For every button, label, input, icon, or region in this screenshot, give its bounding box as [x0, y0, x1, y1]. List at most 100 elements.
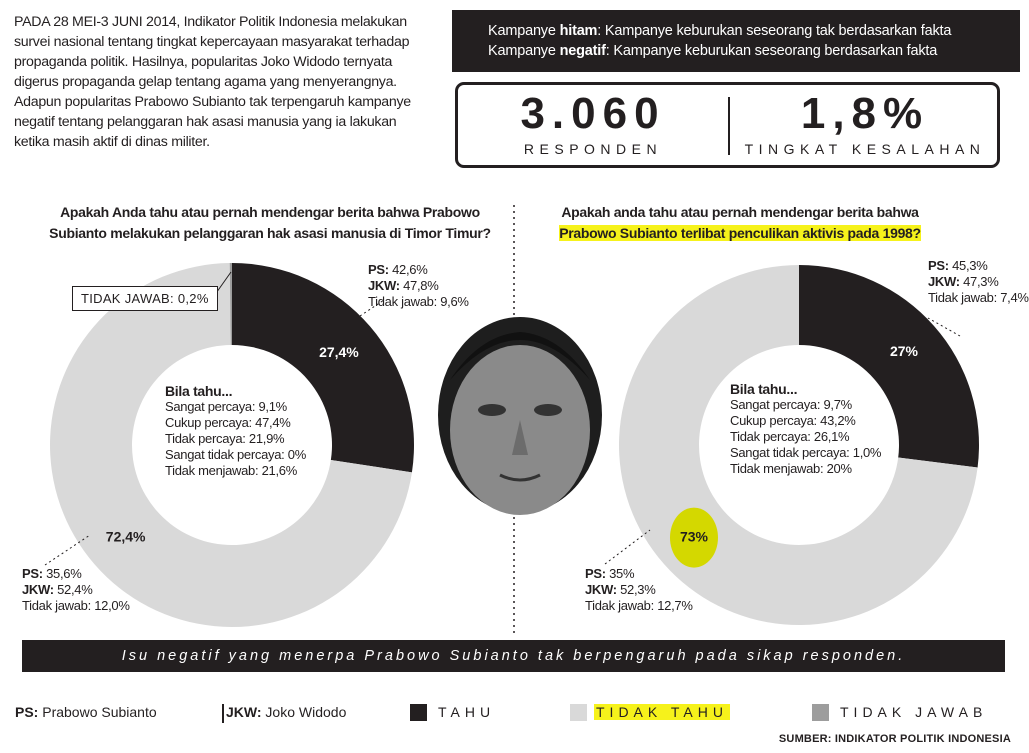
breakdown-value: 52,3%: [620, 582, 656, 597]
breakdown-value: 9,6%: [440, 294, 469, 309]
breakdown-label: JKW:: [368, 278, 400, 293]
stats-box: 3.060 RESPONDEN 1,8% TINGKAT KESALAHAN: [455, 82, 1000, 168]
breakdown-label: Tidak jawab:: [368, 294, 437, 309]
callout: TIDAK JAWAB: 0,2%: [72, 286, 218, 311]
breakdown-value: 35%: [609, 566, 635, 581]
definition-term: negatif: [559, 43, 606, 59]
stat-value: 1,8%: [800, 89, 930, 138]
breakdown-label: Tidak jawab:: [928, 290, 997, 305]
breakdown-label: PS:: [368, 262, 389, 277]
value-label: 27%: [890, 343, 919, 359]
inner-title: Bila tahu...: [165, 383, 233, 399]
breakdown-value: 47,3%: [963, 274, 999, 289]
donut-segment: [232, 263, 415, 473]
abbreviation-key: JKW:: [226, 704, 262, 720]
inner-line: Sangat tidak percaya: 1,0%: [730, 445, 882, 460]
definitions-box: Kampanye hitam: Kampanye keburukan seseo…: [452, 10, 1020, 72]
definition-text: : Kampanye keburukan seseorang berdasark…: [605, 43, 938, 59]
breakdown: PS: 35% JKW: 52,3% Tidak jawab: 12,7%: [585, 566, 693, 614]
definition-prefix: Kampanye: [488, 23, 556, 39]
stat-label: RESPONDEN: [523, 141, 663, 157]
breakdown-label: PS:: [928, 258, 949, 273]
breakdown-label: PS:: [22, 566, 43, 581]
donut: 27% 73%: [619, 265, 979, 625]
chart-title: Apakah anda tahu atau pernah mendengar b…: [540, 202, 940, 244]
chart-title-highlight: Prabowo Subianto terlibat penculikan akt…: [559, 225, 921, 241]
breakdown-label: Tidak jawab:: [585, 598, 654, 613]
legend-label: TAHU: [438, 704, 496, 720]
legend-label: TIDAK TAHU: [594, 704, 730, 720]
leader-line: [44, 534, 91, 566]
inner-text: Bila tahu... Sangat percaya: 9,1% Cukup pe…: [165, 383, 306, 479]
conclusion-banner: Isu negatif yang menerpa Prabowo Subiant…: [22, 640, 1005, 672]
source: SUMBER: INDIKATOR POLITIK INDONESIA: [778, 733, 1011, 745]
breakdown-label: Tidak jawab:: [22, 598, 91, 613]
breakdown-line: JKW: 52,3%: [585, 582, 693, 598]
inner-line: Tidak menjawab: 21,6%: [165, 463, 297, 478]
breakdown-label: JKW:: [585, 582, 617, 597]
definition-text: : Kampanye keburukan seseorang tak berda…: [597, 23, 952, 39]
breakdown-line: Tidak jawab: 12,0%: [22, 598, 130, 614]
donut-segment: [50, 263, 412, 627]
stat: 3.060 RESPONDEN: [458, 85, 728, 157]
callout-label: TIDAK JAWAB:: [81, 291, 174, 306]
stat-value: 3.060: [520, 89, 666, 138]
portrait: [438, 317, 602, 515]
definition: Kampanye hitam: Kampanye keburukan seseo…: [488, 21, 1020, 41]
breakdown-line: PS: 35%: [585, 566, 693, 582]
legend-swatch: [410, 704, 427, 721]
value-label: 27,4%: [319, 344, 359, 360]
breakdown-value: 42,6%: [392, 262, 428, 277]
donut: 27,4% 72,4%: [50, 263, 415, 627]
breakdown-label: PS:: [585, 566, 606, 581]
definition-prefix: Kampanye: [488, 43, 556, 59]
breakdown-value: 12,0%: [94, 598, 130, 613]
stat-label: TINGKAT KESALAHAN: [744, 141, 986, 157]
inner-line: Cukup percaya: 43,2%: [730, 413, 856, 428]
legend-swatch: [570, 704, 587, 721]
leader-line: [927, 317, 961, 337]
value-label: 0,2%: [177, 291, 209, 306]
abbreviation: PS: Prabowo Subianto: [15, 704, 157, 720]
breakdown-line: PS: 42,6%: [368, 262, 469, 278]
legend-swatch: [812, 704, 829, 721]
inner-line: Tidak percaya: 26,1%: [730, 429, 850, 444]
definition: Kampanye negatif: Kampanye keburukan ses…: [488, 41, 1020, 61]
stat: 1,8% TINGKAT KESALAHAN: [730, 85, 1000, 157]
value-label-highlight: [669, 507, 718, 568]
breakdown-line: JKW: 47,3%: [928, 274, 1029, 290]
definition-term: hitam: [559, 23, 598, 39]
breakdown: PS: 35,6% JKW: 52,4% Tidak jawab: 12,0%: [22, 566, 130, 614]
breakdown-line: Tidak jawab: 12,7%: [585, 598, 693, 614]
breakdown: PS: 42,6% JKW: 47,8% Tidak jawab: 9,6%: [368, 262, 469, 310]
breakdown: PS: 45,3% JKW: 47,3% Tidak jawab: 7,4%: [928, 258, 1029, 306]
intro-text: PADA 28 MEI-3 JUNI 2014, Indikator Polit…: [14, 14, 411, 150]
abbreviation-name: Joko Widodo: [265, 704, 347, 720]
inner-line: Cukup percaya: 47,4%: [165, 415, 291, 430]
inner-line: Tidak percaya: 21,9%: [165, 431, 285, 446]
legend-separator: [222, 704, 224, 723]
breakdown-value: 12,7%: [657, 598, 693, 613]
donut-segment: [799, 265, 979, 468]
inner-line: Sangat percaya: 9,7%: [730, 397, 852, 412]
chart-title-text: Apakah anda tahu atau pernah mendengar b…: [561, 204, 919, 220]
breakdown-line: PS: 35,6%: [22, 566, 130, 582]
breakdown-line: JKW: 52,4%: [22, 582, 130, 598]
abbreviation-key: PS:: [15, 704, 39, 720]
breakdown-line: Tidak jawab: 9,6%: [368, 294, 469, 310]
inner-title: Bila tahu...: [730, 381, 798, 397]
breakdown-value: 52,4%: [57, 582, 93, 597]
inner-line: Sangat tidak percaya: 0%: [165, 447, 306, 462]
value-label: 73%: [680, 528, 709, 544]
inner-line: Tidak menjawab: 20%: [730, 461, 852, 476]
legend-label: TIDAK JAWAB: [840, 704, 988, 720]
inner-line: Sangat percaya: 9,1%: [165, 399, 287, 414]
donut-segment: [229, 263, 232, 346]
breakdown-value: 35,6%: [46, 566, 82, 581]
inner-text: Bila tahu... Sangat percaya: 9,7% Cukup pe…: [730, 381, 882, 477]
breakdown-label: JKW:: [928, 274, 960, 289]
